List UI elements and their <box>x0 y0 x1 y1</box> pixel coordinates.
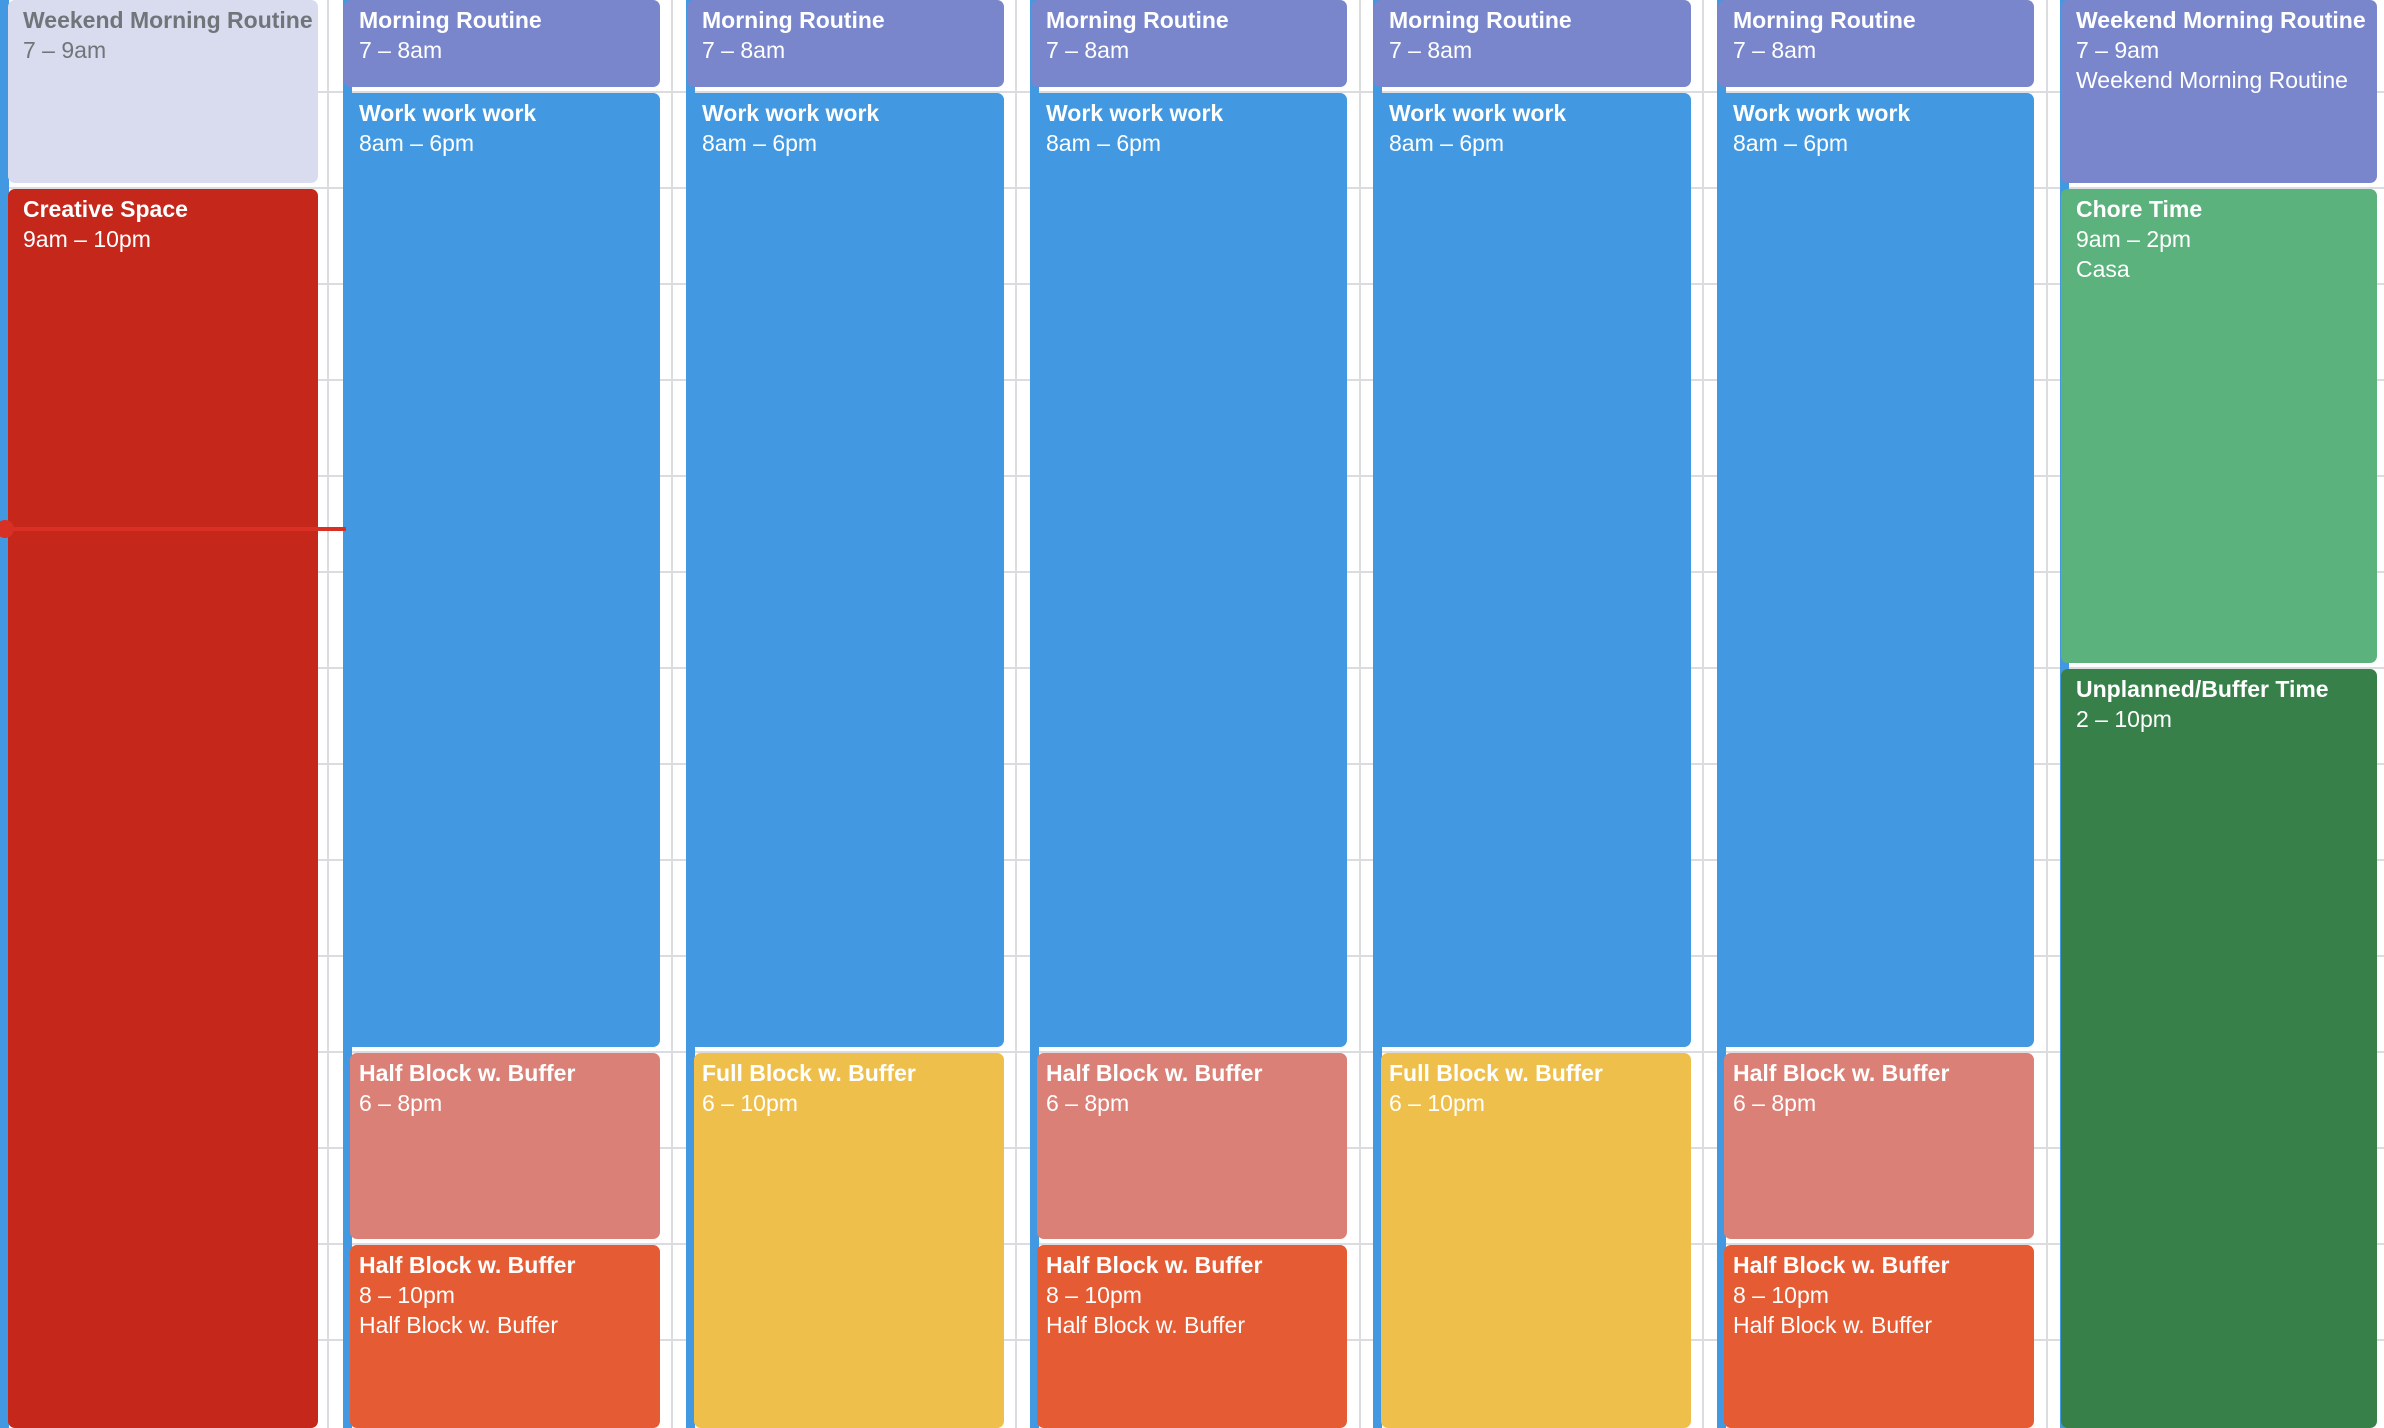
event-title: Weekend Morning Routine <box>2076 7 2366 33</box>
event-subtitle: Weekend Morning Routine <box>2076 67 2348 93</box>
event-subtitle: Half Block w. Buffer <box>359 1312 558 1338</box>
event-title: Morning Routine <box>702 7 885 33</box>
hour-gridline <box>0 1051 2384 1053</box>
event-time: 9am – 10pm <box>23 226 151 252</box>
event-time: 8am – 6pm <box>1733 130 1849 156</box>
event-full-block-buffer[interactable]: Full Block w. Buffer 6 – 10pm <box>694 1053 1004 1428</box>
event-title: Half Block w. Buffer <box>359 1060 576 1086</box>
event-time: 8am – 6pm <box>702 130 818 156</box>
event-title: Work work work <box>359 100 537 126</box>
event-chore-time[interactable]: Chore Time 9am – 2pm Casa <box>2061 189 2377 663</box>
event-title: Morning Routine <box>1733 7 1916 33</box>
current-time-line <box>0 527 346 531</box>
event-title: Morning Routine <box>1046 7 1229 33</box>
event-morning-routine[interactable]: Morning Routine 7 – 8am <box>687 0 1004 87</box>
event-time: 6 – 10pm <box>702 1090 798 1116</box>
event-time: 7 – 8am <box>1046 37 1130 63</box>
event-time: 7 – 9am <box>23 37 107 63</box>
event-morning-routine[interactable]: Morning Routine 7 – 8am <box>1374 0 1691 87</box>
event-creative-space[interactable]: Creative Space 9am – 10pm <box>8 189 318 1428</box>
day-column-divider <box>1015 0 1017 1428</box>
event-half-block-buffer[interactable]: Half Block w. Buffer 8 – 10pm Half Block… <box>350 1245 660 1428</box>
event-title: Morning Routine <box>1389 7 1572 33</box>
event-time: 6 – 10pm <box>1389 1090 1485 1116</box>
event-time: 7 – 8am <box>359 37 443 63</box>
event-title: Creative Space <box>23 196 188 222</box>
event-title: Work work work <box>1733 100 1911 126</box>
event-time: 2 – 10pm <box>2076 706 2172 732</box>
current-time-dot <box>0 520 14 538</box>
event-time: 9am – 2pm <box>2076 226 2192 252</box>
day-column-divider <box>1359 0 1361 1428</box>
event-time: 7 – 9am <box>2076 37 2160 63</box>
event-work[interactable]: Work work work 8am – 6pm <box>687 93 1004 1047</box>
event-title: Half Block w. Buffer <box>1733 1252 1950 1278</box>
hour-gridline <box>0 91 2384 93</box>
event-weekend-morning-routine[interactable]: Weekend Morning Routine 7 – 9am <box>8 0 318 183</box>
event-title: Unplanned/Buffer Time <box>2076 676 2329 702</box>
hour-gridline <box>0 1243 2384 1245</box>
event-time: 8am – 6pm <box>1389 130 1505 156</box>
event-half-block-buffer[interactable]: Half Block w. Buffer 6 – 8pm <box>1724 1053 2034 1239</box>
event-unplanned-buffer-time[interactable]: Unplanned/Buffer Time 2 – 10pm <box>2061 669 2377 1428</box>
event-subtitle: Half Block w. Buffer <box>1733 1312 1932 1338</box>
event-location: Casa <box>2076 256 2130 282</box>
day-strip <box>0 0 9 1428</box>
event-time: 8am – 6pm <box>359 130 475 156</box>
event-time: 8 – 10pm <box>1046 1282 1142 1308</box>
event-title: Half Block w. Buffer <box>1733 1060 1950 1086</box>
event-title: Full Block w. Buffer <box>1389 1060 1603 1086</box>
event-subtitle: Half Block w. Buffer <box>1046 1312 1245 1338</box>
event-title: Weekend Morning Routine <box>23 7 313 33</box>
event-time: 8 – 10pm <box>359 1282 455 1308</box>
day-column-divider <box>2046 0 2048 1428</box>
event-time: 7 – 8am <box>1733 37 1817 63</box>
day-column-divider <box>671 0 673 1428</box>
day-column-divider <box>1702 0 1704 1428</box>
event-half-block-buffer[interactable]: Half Block w. Buffer 6 – 8pm <box>1037 1053 1347 1239</box>
event-half-block-buffer[interactable]: Half Block w. Buffer 8 – 10pm Half Block… <box>1724 1245 2034 1428</box>
event-time: 6 – 8pm <box>1733 1090 1817 1116</box>
day-column-divider <box>327 0 329 1428</box>
event-title: Half Block w. Buffer <box>1046 1060 1263 1086</box>
event-morning-routine[interactable]: Morning Routine 7 – 8am <box>1031 0 1347 87</box>
event-morning-routine[interactable]: Morning Routine 7 – 8am <box>344 0 660 87</box>
event-time: 8am – 6pm <box>1046 130 1162 156</box>
event-work[interactable]: Work work work 8am – 6pm <box>1031 93 1347 1047</box>
event-weekend-morning-routine[interactable]: Weekend Morning Routine 7 – 9am Weekend … <box>2061 0 2377 183</box>
event-time: 8 – 10pm <box>1733 1282 1829 1308</box>
event-time: 7 – 8am <box>702 37 786 63</box>
event-title: Full Block w. Buffer <box>702 1060 916 1086</box>
event-title: Work work work <box>1389 100 1567 126</box>
event-work[interactable]: Work work work 8am – 6pm <box>344 93 660 1047</box>
event-time: 6 – 8pm <box>1046 1090 1130 1116</box>
event-half-block-buffer[interactable]: Half Block w. Buffer 6 – 8pm <box>350 1053 660 1239</box>
event-title: Morning Routine <box>359 7 542 33</box>
event-title: Half Block w. Buffer <box>359 1252 576 1278</box>
event-morning-routine[interactable]: Morning Routine 7 – 8am <box>1718 0 2034 87</box>
event-title: Work work work <box>702 100 880 126</box>
event-half-block-buffer[interactable]: Half Block w. Buffer 8 – 10pm Half Block… <box>1037 1245 1347 1428</box>
event-title: Chore Time <box>2076 196 2203 222</box>
event-time: 6 – 8pm <box>359 1090 443 1116</box>
event-time: 7 – 8am <box>1389 37 1473 63</box>
event-title: Half Block w. Buffer <box>1046 1252 1263 1278</box>
event-work[interactable]: Work work work 8am – 6pm <box>1718 93 2034 1047</box>
event-full-block-buffer[interactable]: Full Block w. Buffer 6 – 10pm <box>1381 1053 1691 1428</box>
event-title: Work work work <box>1046 100 1224 126</box>
event-work[interactable]: Work work work 8am – 6pm <box>1374 93 1691 1047</box>
